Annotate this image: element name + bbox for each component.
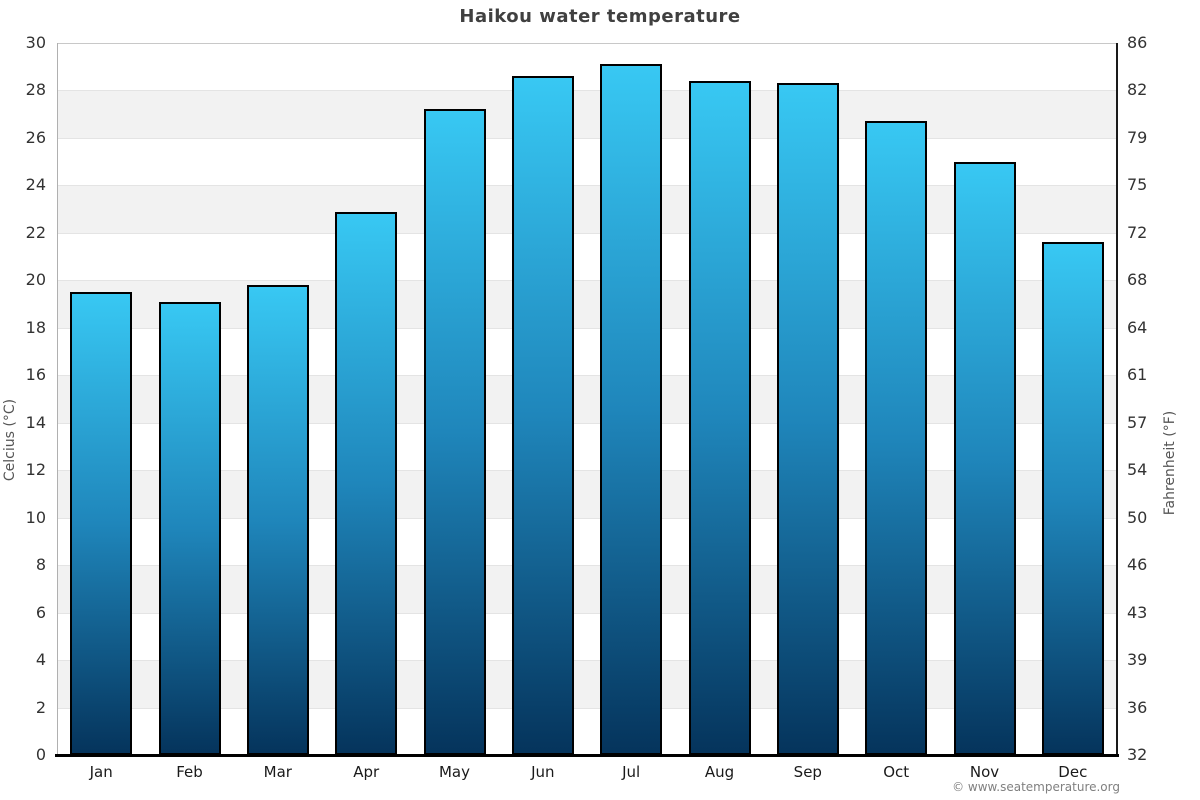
grid-band	[57, 280, 1117, 328]
y-tick-fahrenheit: 75	[1127, 175, 1148, 195]
x-axis-line	[55, 754, 1119, 757]
y-tick-fahrenheit: 43	[1127, 602, 1148, 622]
y-tick-celsius: 20	[25, 270, 46, 290]
y-tick-fahrenheit: 46	[1127, 555, 1148, 575]
gridline	[57, 660, 1117, 661]
y-tick-celsius: 8	[35, 555, 46, 575]
bar-Sep	[776, 83, 839, 755]
y-tick-fahrenheit: 50	[1127, 507, 1148, 527]
bar-Jun	[511, 76, 574, 755]
gridline	[57, 185, 1117, 186]
bar-Nov	[953, 161, 1016, 755]
x-tick-Mar: Mar	[263, 763, 292, 781]
bar-Dec	[1041, 242, 1104, 755]
x-tick-Jun: Jun	[531, 763, 555, 781]
gridline	[57, 565, 1117, 566]
grid-band	[57, 565, 1117, 613]
gridline	[57, 328, 1117, 329]
y-tick-fahrenheit: 54	[1127, 460, 1148, 480]
bar-Feb	[158, 301, 221, 755]
bar-Jan	[70, 292, 133, 755]
y-tick-fahrenheit: 79	[1127, 127, 1148, 147]
y-tick-fahrenheit: 82	[1127, 80, 1148, 100]
x-tick-Sep: Sep	[793, 763, 822, 781]
y-axis-title-celsius: Celcius (°C)	[2, 398, 18, 482]
grid-band	[57, 660, 1117, 708]
y-tick-celsius: 28	[25, 80, 46, 100]
gridline	[57, 375, 1117, 376]
y-tick-fahrenheit: 64	[1127, 317, 1148, 337]
gridline	[57, 43, 1117, 44]
gridline	[57, 280, 1117, 281]
y-tick-celsius: 22	[25, 222, 46, 242]
y-tick-celsius: 0	[35, 745, 46, 764]
gridline	[57, 708, 1117, 709]
y-axis-right-line	[1116, 43, 1118, 755]
grid-band	[57, 470, 1117, 518]
grid-band	[57, 185, 1117, 233]
y-tick-celsius: 24	[25, 175, 46, 195]
y-tick-celsius: 4	[35, 650, 46, 670]
bar-Apr	[335, 211, 398, 755]
bar-Mar	[246, 285, 309, 755]
bar-Oct	[865, 121, 928, 755]
x-tick-Oct: Oct	[883, 763, 910, 781]
y-tick-fahrenheit: 72	[1127, 222, 1148, 242]
x-tick-Jan: Jan	[89, 763, 113, 781]
y-tick-fahrenheit: 86	[1127, 33, 1148, 52]
y-tick-celsius: 12	[25, 460, 46, 480]
x-tick-Jul: Jul	[622, 763, 641, 781]
grid-band	[57, 375, 1117, 423]
x-tick-Nov: Nov	[969, 763, 1000, 781]
grid-band	[57, 90, 1117, 138]
y-tick-fahrenheit: 57	[1127, 412, 1148, 432]
gridline	[57, 138, 1117, 139]
gridline	[57, 613, 1117, 614]
bar-May	[423, 109, 486, 755]
gridline	[57, 233, 1117, 234]
plot-area	[57, 43, 1117, 755]
y-tick-fahrenheit: 68	[1127, 270, 1148, 290]
y-tick-celsius: 6	[35, 602, 46, 622]
y-tick-fahrenheit: 36	[1127, 697, 1148, 717]
y-tick-celsius: 30	[25, 33, 46, 52]
chart-title: Haikou water temperature	[459, 6, 741, 27]
watermark: © www.seatemperature.org	[952, 780, 1120, 794]
bar-Jul	[600, 64, 663, 755]
y-tick-celsius: 2	[35, 697, 46, 717]
x-tick-May: May	[438, 763, 470, 781]
gridline	[57, 423, 1117, 424]
y-tick-fahrenheit: 61	[1127, 365, 1148, 385]
gridline	[57, 90, 1117, 91]
y-tick-celsius: 16	[25, 365, 46, 385]
x-tick-Apr: Apr	[353, 763, 380, 781]
y-axis-left-line	[57, 43, 58, 755]
x-tick-Feb: Feb	[176, 763, 203, 781]
y-tick-celsius: 14	[25, 412, 46, 432]
gridline	[57, 518, 1117, 519]
gridline	[57, 470, 1117, 471]
y-tick-celsius: 18	[25, 317, 46, 337]
y-tick-celsius: 10	[25, 507, 46, 527]
x-tick-Aug: Aug	[704, 763, 735, 781]
x-tick-Dec: Dec	[1058, 763, 1088, 781]
bar-Aug	[688, 80, 751, 755]
y-tick-fahrenheit: 32	[1127, 745, 1148, 764]
y-tick-fahrenheit: 39	[1127, 650, 1148, 670]
y-tick-celsius: 26	[25, 127, 46, 147]
